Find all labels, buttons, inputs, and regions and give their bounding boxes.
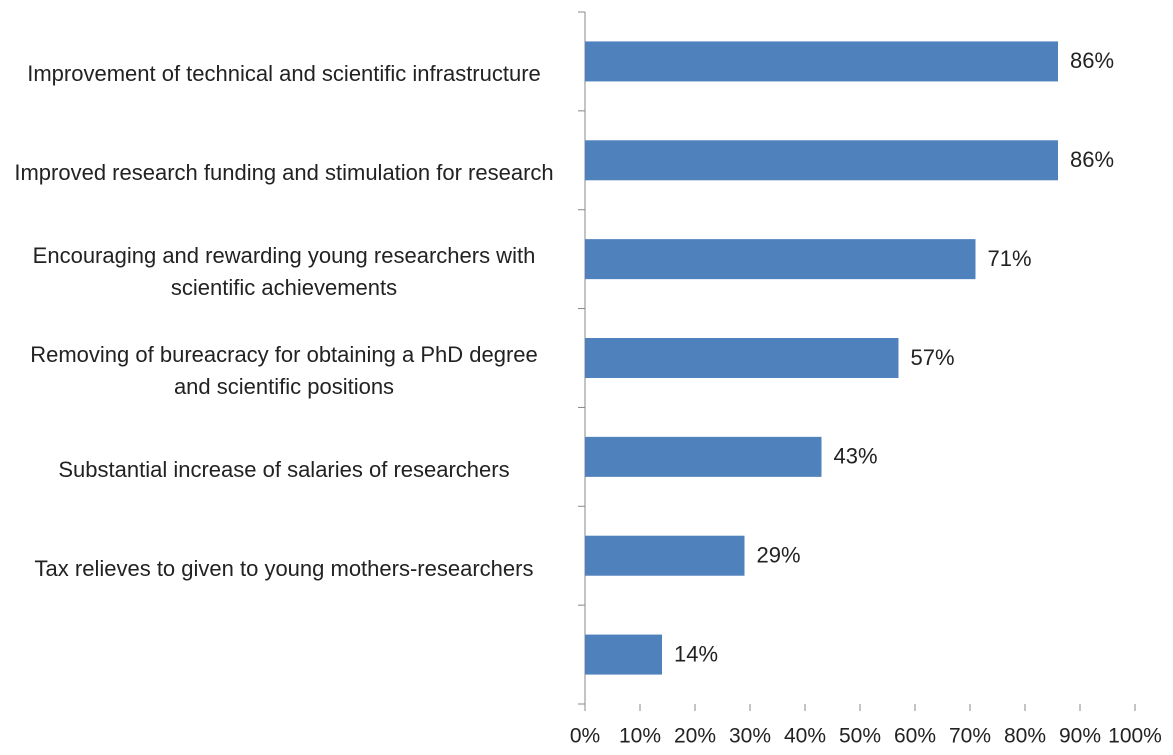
- value-label: 86%: [1070, 48, 1114, 73]
- x-tick-label: 80%: [1004, 725, 1046, 748]
- x-tick-label: 50%: [839, 725, 881, 748]
- category-label: Substantial increase of salaries of rese…: [58, 456, 510, 482]
- value-label: 29%: [757, 543, 801, 568]
- value-label: 86%: [1070, 147, 1114, 172]
- category-label: Improved research funding and stimulatio…: [14, 160, 554, 186]
- bar: [585, 338, 899, 378]
- category-label: Improvement of technical and scientific …: [27, 61, 541, 87]
- x-tick-label: 30%: [729, 725, 771, 748]
- bar: [585, 634, 662, 675]
- value-label: 71%: [988, 246, 1032, 271]
- x-tick-label: 0%: [570, 725, 600, 748]
- bar: [585, 41, 1058, 82]
- bar: [585, 436, 822, 477]
- x-tick-label: 10%: [619, 725, 661, 748]
- x-tick-label: 20%: [674, 725, 716, 748]
- x-tick-label: 60%: [894, 725, 936, 748]
- value-label: 14%: [674, 641, 718, 666]
- bar: [585, 239, 976, 280]
- x-tick-label: 40%: [784, 725, 826, 748]
- x-tick-label: 100%: [1108, 725, 1162, 748]
- bar: [585, 535, 745, 576]
- category-label: Removing of bureacracy for obtaining a P…: [30, 342, 538, 399]
- x-tick-label: 90%: [1059, 725, 1101, 748]
- category-label: Tax relieves to given to young mothers-r…: [34, 555, 534, 581]
- value-label: 43%: [834, 444, 878, 469]
- value-label: 57%: [911, 345, 955, 370]
- category-label: Encouraging and rewarding young research…: [32, 243, 536, 301]
- x-tick-label: 70%: [949, 725, 991, 748]
- bar: [585, 140, 1058, 181]
